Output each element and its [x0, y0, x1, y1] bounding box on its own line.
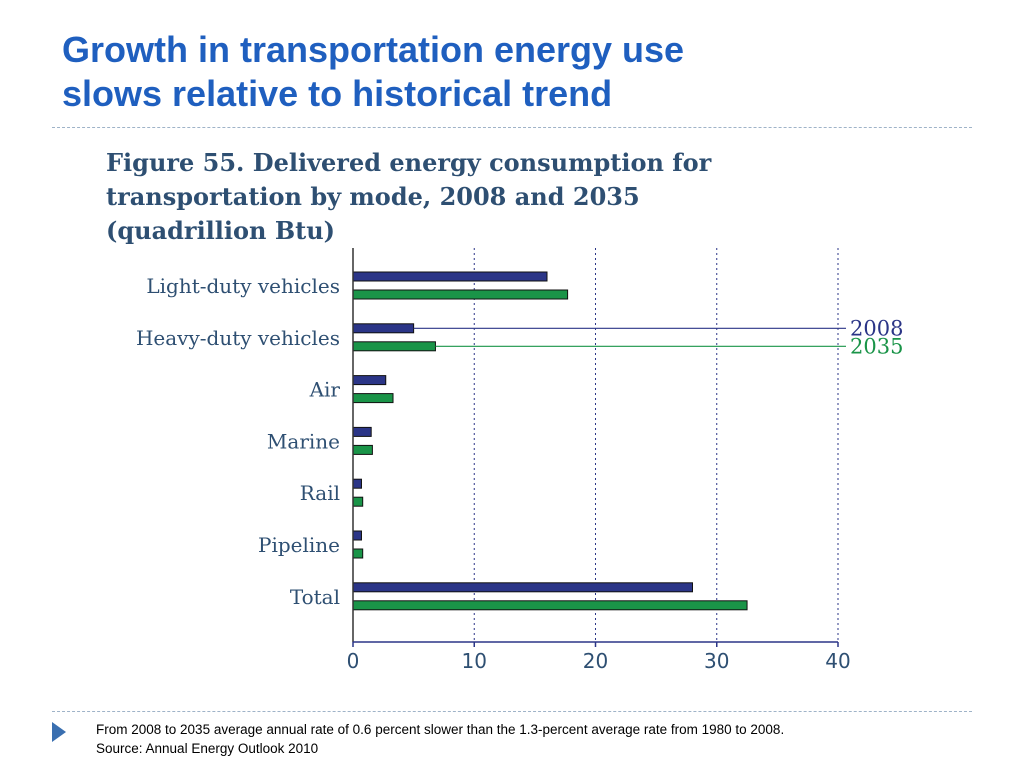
bottom-divider [52, 711, 972, 712]
category-label: Light-duty vehicles [146, 274, 340, 298]
slide-title-line-1: Growth in transportation energy use [62, 29, 685, 70]
bar-2035-rail [352, 496, 364, 507]
figure-title: Figure 55. Delivered energy consumption … [106, 146, 866, 248]
bar-2035-total [352, 600, 748, 611]
category-label: Total [290, 585, 340, 609]
x-tick-label: 0 [347, 649, 360, 673]
figure-title-line-1: Figure 55. Delivered energy consumption … [106, 148, 712, 177]
category-label: Heavy-duty vehicles [136, 326, 340, 350]
x-tick-label: 20 [583, 649, 608, 673]
figure-title-line-3: (quadrillion Btu) [106, 216, 336, 245]
bar-2008-rail [352, 478, 362, 489]
bar-2008-light-duty-vehicles [352, 271, 548, 282]
bar-2008-pipeline [352, 530, 362, 541]
x-tick-label: 30 [704, 649, 729, 673]
slide-title: Growth in transportation energy use slow… [62, 28, 962, 116]
legend-label-2035: 2035 [850, 334, 903, 358]
footer-text: From 2008 to 2035 average annual rate of… [96, 720, 976, 758]
footer-note-source: Source: Annual Energy Outlook 2010 [96, 741, 319, 756]
bar-2035-marine [352, 444, 373, 455]
bar-2035-air [352, 393, 394, 404]
bar-2008-marine [352, 426, 372, 437]
figure-title-line-2: transportation by mode, 2008 and 2035 [106, 182, 640, 211]
bar-2035-pipeline [352, 548, 364, 559]
bullet-arrow-icon [52, 722, 66, 742]
legend-label-2008: 2008 [850, 316, 903, 340]
bar-2008-heavy-duty-vehicles [352, 323, 415, 334]
x-tick-label: 40 [825, 649, 850, 673]
bar-2008-air [352, 375, 387, 386]
bar-2008-total [352, 582, 693, 593]
top-divider [52, 127, 972, 128]
bar-chart: Light-duty vehicles Heavy-duty vehicles Ai… [136, 248, 903, 673]
category-label: Marine [267, 429, 340, 453]
bar-2035-light-duty-vehicles [352, 289, 569, 300]
slide-title-line-2: slows relative to historical trend [62, 73, 613, 114]
category-label: Air [309, 378, 341, 402]
x-tick-label: 10 [462, 649, 487, 673]
bar-2035-heavy-duty-vehicles [352, 341, 436, 352]
category-label: Pipeline [258, 533, 340, 557]
category-label: Rail [300, 481, 340, 505]
footer-note-rate: From 2008 to 2035 average annual rate of… [96, 722, 785, 737]
